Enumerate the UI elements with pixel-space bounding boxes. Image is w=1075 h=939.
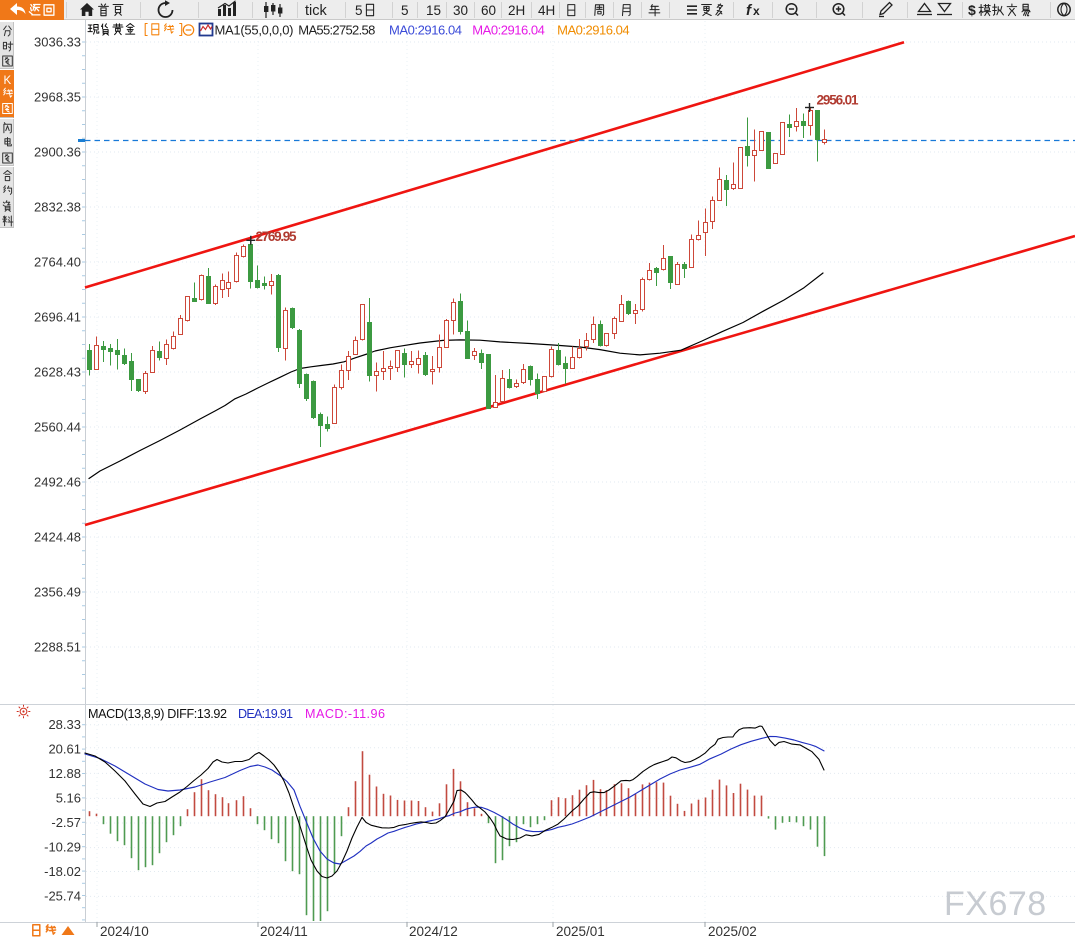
svg-text:2968.35: 2968.35 <box>34 90 81 105</box>
svg-text:-18.02: -18.02 <box>44 864 81 879</box>
svg-text:MACD(13,8,9) DIFF:13.92: MACD(13,8,9) DIFF:13.92 <box>88 707 227 721</box>
svg-text:2288.51: 2288.51 <box>34 640 81 655</box>
svg-text:2696.41: 2696.41 <box>34 310 81 325</box>
svg-text:MA0:2916.04: MA0:2916.04 <box>557 23 630 38</box>
svg-text:2025/02: 2025/02 <box>708 924 757 939</box>
svg-text:2628.43: 2628.43 <box>34 365 81 380</box>
svg-text:2900.36: 2900.36 <box>34 145 81 160</box>
svg-text:4H: 4H <box>538 3 555 18</box>
svg-text:12.88: 12.88 <box>48 766 81 781</box>
svg-text:2024/11: 2024/11 <box>260 924 308 939</box>
svg-text:2769.95: 2769.95 <box>256 229 297 244</box>
svg-text:2356.49: 2356.49 <box>34 585 81 600</box>
svg-text:MA0:2916.04: MA0:2916.04 <box>389 23 462 38</box>
svg-text:2492.46: 2492.46 <box>34 475 81 490</box>
svg-text:MA0:2916.04: MA0:2916.04 <box>472 23 545 38</box>
svg-text:2025/01: 2025/01 <box>556 924 605 939</box>
svg-text:2024/12: 2024/12 <box>409 924 458 939</box>
svg-text:2560.44: 2560.44 <box>34 420 81 435</box>
svg-text:FX678: FX678 <box>944 885 1047 923</box>
svg-text:tick: tick <box>305 3 328 19</box>
svg-text:-10.29: -10.29 <box>44 840 81 855</box>
svg-text:2H: 2H <box>508 3 525 18</box>
svg-text:3036.33: 3036.33 <box>34 35 81 50</box>
svg-text:-25.74: -25.74 <box>44 889 81 904</box>
svg-text:K: K <box>4 75 12 87</box>
svg-text:MA55:2752.58: MA55:2752.58 <box>298 23 375 38</box>
svg-text:28.33: 28.33 <box>48 717 81 732</box>
svg-text:2764.40: 2764.40 <box>34 255 81 270</box>
svg-text:f: f <box>746 2 753 19</box>
svg-text:60: 60 <box>481 3 496 18</box>
svg-text:5: 5 <box>355 3 363 18</box>
svg-text:x: x <box>753 4 760 18</box>
svg-text:$: $ <box>968 2 976 18</box>
svg-text:MA1(55,0,0,0): MA1(55,0,0,0) <box>215 23 294 38</box>
svg-text:2832.38: 2832.38 <box>34 200 81 215</box>
svg-text:DEA:19.91: DEA:19.91 <box>238 707 293 721</box>
svg-text:2424.48: 2424.48 <box>34 530 81 545</box>
svg-text:20.61: 20.61 <box>48 742 81 757</box>
svg-text:2956.01: 2956.01 <box>817 93 859 108</box>
svg-text:15: 15 <box>426 3 441 18</box>
svg-text:2024/10: 2024/10 <box>100 924 149 939</box>
svg-text:30: 30 <box>453 3 468 18</box>
svg-text:MACD:-11.96: MACD:-11.96 <box>305 707 385 721</box>
svg-text:5.16: 5.16 <box>56 791 81 806</box>
svg-text:5: 5 <box>401 3 409 18</box>
svg-text:-2.57: -2.57 <box>51 815 81 830</box>
